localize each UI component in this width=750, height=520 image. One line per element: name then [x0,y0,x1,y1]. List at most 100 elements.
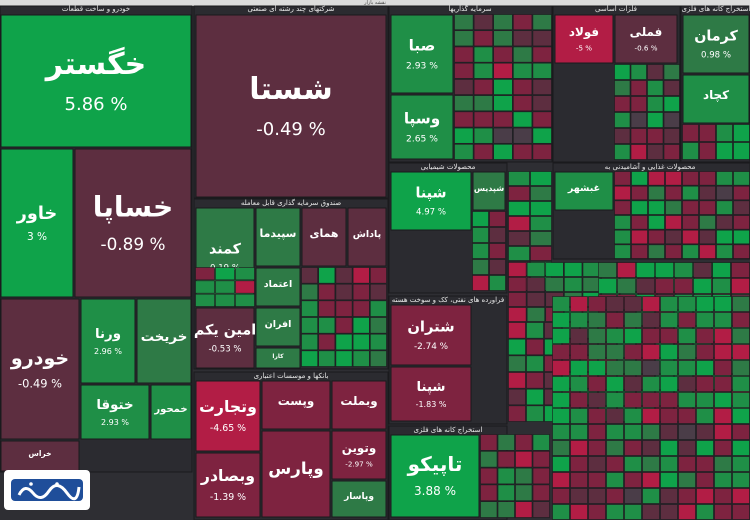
tile-7-0[interactable]: شپنا 4.97 % [390,171,472,231]
tile-6-3[interactable]: وپست [261,380,331,430]
tile-6-5[interactable]: وتوین -2.97 % [331,430,387,480]
tile-change: 2.65 % [406,135,438,145]
tile-symbol: شپنا [415,186,446,202]
minor-tile [508,388,526,406]
tile-rect[interactable] [0,298,80,440]
tile-rect[interactable] [390,366,472,422]
tile-symbol: تاپیکو [407,452,463,477]
tile-rect[interactable] [80,298,136,384]
minor-tile [714,440,732,456]
minor-tile [508,246,530,261]
tile-rect[interactable] [255,347,301,369]
minor-tile [665,200,682,215]
tile-6-4[interactable]: وپارس [261,430,331,518]
tile-5-3[interactable]: پاداش [347,207,387,267]
tile-rect[interactable] [554,171,614,211]
tile-0-5[interactable]: خریخت [136,298,192,384]
tile-rect[interactable] [331,480,387,518]
tile-rect[interactable] [472,171,506,211]
tile-rect[interactable] [255,307,301,347]
tile-2-1[interactable]: وسپا 2.65 % [390,94,454,160]
minor-tile [195,280,215,294]
tile-rect[interactable] [195,380,261,452]
tile-rect[interactable] [0,440,80,472]
tile-10-0[interactable]: غبشهر [554,171,614,211]
tile-2-0[interactable]: صبا 2.93 % [390,14,454,94]
minor-tile [693,262,712,278]
tile-rect[interactable] [331,430,387,480]
tile-5-2[interactable]: همای [301,207,347,267]
minor-tile [570,328,588,344]
tile-rect[interactable] [682,14,750,74]
tile-4-1[interactable]: کچاد [682,74,750,124]
minor-tile [606,328,624,344]
tile-5-7[interactable]: کارا [255,347,301,369]
minor-tile [552,344,570,360]
tile-rect[interactable] [195,14,387,198]
tile-rect[interactable] [195,307,255,369]
tile-rect[interactable] [614,14,678,64]
tile-3-0[interactable]: فولاد -5 % [554,14,614,64]
tile-4-0[interactable]: کرمان 0.98 % [682,14,750,74]
tile-5-1[interactable]: سپیدما [255,207,301,267]
tile-0-8[interactable]: خراس [0,440,80,472]
minor-tile [552,424,570,440]
minor-tile [588,456,606,472]
tile-0-2[interactable]: خساپا -0.89 % [74,148,192,298]
tile-6-6[interactable]: وپاسار [331,480,387,518]
tile-rect[interactable] [331,380,387,430]
minor-tile [642,392,660,408]
minor-tile [598,262,617,278]
tile-rect[interactable] [390,14,454,94]
tile-rect[interactable] [80,384,150,440]
minor-tile [714,328,732,344]
tile-6-1[interactable]: وبصادر -1.39 % [195,452,261,518]
tile-0-3[interactable]: خودرو -0.49 % [0,298,80,440]
tile-8-1[interactable]: شپنا -1.83 % [390,366,472,422]
tile-rect[interactable] [261,430,331,518]
minor-tile [663,144,680,160]
tile-0-0[interactable]: خگستر 5.86 % [0,14,192,148]
tile-symbol: وتوین [342,441,376,456]
minor-tile [301,333,319,351]
tile-5-4[interactable]: اعتماد [255,267,301,307]
minor-tile [733,124,750,142]
tile-5-5[interactable]: امین یکم -0.53 % [194,307,256,369]
tile-6-2[interactable]: وبملت [331,380,387,430]
minor-tile [696,488,714,504]
tile-7-1[interactable]: شپدیس [472,171,506,211]
tile-symbol: وبصادر [200,466,255,485]
tile-6-0[interactable]: وتجارت -4.65 % [195,380,261,452]
tile-rect[interactable] [195,452,261,518]
tile-rect[interactable] [390,94,454,160]
tile-1-0[interactable]: شستا -0.49 % [195,14,387,198]
tile-0-7[interactable]: خمحور [150,384,192,440]
tile-8-0[interactable]: شتران -2.74 % [390,304,472,366]
minor-tile [497,484,515,501]
tile-rect[interactable] [255,267,301,307]
tile-0-1[interactable]: خاور 3 % [0,148,74,298]
tile-rect[interactable] [301,207,347,267]
tile-rect[interactable] [0,14,192,148]
tile-rect[interactable] [150,384,192,440]
tile-3-1[interactable]: فملی -0.6 % [614,14,678,64]
tile-rect[interactable] [390,434,480,518]
minor-tile [696,440,714,456]
tile-rect[interactable] [390,304,472,366]
minor-tile [699,244,716,259]
tile-rect[interactable] [682,74,750,124]
tile-0-6[interactable]: ختوقا 2.93 % [80,384,150,440]
tile-rect[interactable] [136,298,192,384]
tile-rect[interactable] [255,207,301,267]
tile-5-6[interactable]: افران [255,307,301,347]
tile-rect[interactable] [347,207,387,267]
tile-rect[interactable] [0,148,74,298]
tile-rect[interactable] [74,148,192,298]
tile-rect[interactable] [261,380,331,430]
minor-tile [588,472,606,488]
tile-9-0[interactable]: تاپیکو 3.88 % [390,434,480,518]
tile-rect[interactable] [554,14,614,64]
tile-0-4[interactable]: ورنا 2.96 % [80,298,136,384]
tile-rect[interactable] [390,171,472,231]
